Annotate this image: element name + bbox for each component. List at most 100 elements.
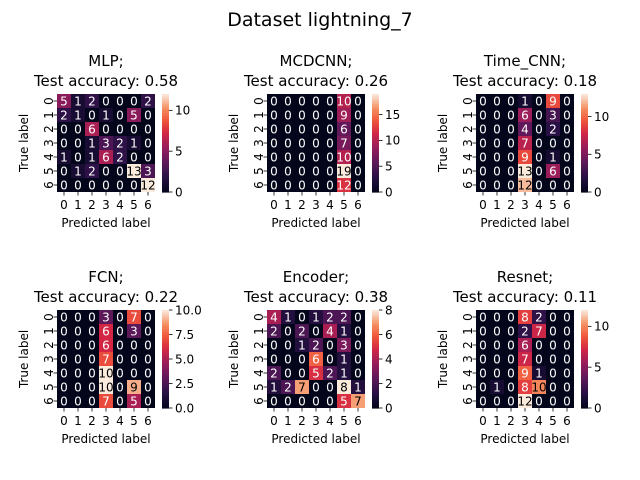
colorbar-segment [162, 344, 169, 348]
cell-label: 0 [479, 137, 487, 151]
heatmap-cell [490, 338, 504, 352]
cell-label: 1 [102, 109, 110, 123]
heatmap-cell [518, 178, 532, 192]
cell-label: 0 [563, 95, 571, 109]
cell-label: 0 [549, 137, 557, 151]
colorbar-segment [581, 346, 588, 350]
x-tick-label: 4 [116, 414, 124, 428]
cell-label: 7 [535, 325, 543, 339]
heatmap-cell [99, 366, 113, 380]
cell-label: 0 [284, 151, 292, 165]
colorbar-segment [581, 324, 588, 328]
cell-label: 2 [284, 381, 292, 395]
heatmap-cell [504, 150, 518, 164]
y-tick-label: 0 [252, 97, 266, 105]
cell-label: 0 [507, 123, 515, 137]
x-tick-label: 6 [563, 198, 571, 212]
heatmap-cell [560, 94, 574, 108]
heatmap-cell [532, 338, 546, 352]
colorbar-segment [372, 147, 379, 151]
heatmap-cell [518, 150, 532, 164]
heatmap-cell [127, 366, 141, 380]
heatmap-cell [85, 310, 99, 324]
x-tick-label: 5 [130, 414, 138, 428]
cell-label: 0 [144, 339, 152, 353]
heatmap-cell [281, 164, 295, 178]
heatmap-cell [113, 178, 127, 192]
cell-label: 0 [298, 151, 306, 165]
cell-label: 1 [340, 325, 348, 339]
cell-label: 1 [60, 151, 68, 165]
heatmap-cell [267, 324, 281, 338]
cell-label: 0 [535, 179, 543, 193]
cell-label: 0 [144, 137, 152, 151]
y-tick-label: 1 [42, 111, 56, 119]
heatmap-cell [546, 150, 560, 164]
cell-label: 0 [74, 151, 82, 165]
colorbar-segment [162, 388, 169, 392]
colorbar-segment [162, 324, 169, 328]
cell-label: 6 [312, 353, 320, 367]
cell-label: 1 [74, 95, 82, 109]
heatmap-cell [560, 108, 574, 122]
colorbar-tick-label: 5 [175, 144, 183, 158]
colorbar-segment [162, 322, 169, 326]
heatmap-cell [113, 324, 127, 338]
cell-label: 0 [74, 325, 82, 339]
heatmap-cell [71, 324, 85, 338]
cell-label: 1 [535, 367, 543, 381]
heatmap-cell [532, 394, 546, 408]
x-tick-label: 1 [493, 198, 501, 212]
heatmap-cell [546, 366, 560, 380]
colorbar-segment [581, 373, 588, 377]
heatmap-cell [560, 122, 574, 136]
colorbar-segment [162, 403, 169, 407]
cell-label: 8 [521, 311, 529, 325]
heatmap-cell [57, 310, 71, 324]
colorbar-segment [372, 381, 379, 385]
colorbar-segment [372, 106, 379, 110]
colorbar-segment [162, 155, 169, 159]
colorbar-segment [162, 339, 169, 343]
heatmap-cell [309, 310, 323, 324]
heatmap-cell [57, 352, 71, 366]
heatmap-cell [546, 324, 560, 338]
cell-label: 5 [312, 367, 320, 381]
cell-label: 0 [116, 95, 124, 109]
colorbar-segment [162, 327, 169, 331]
heatmap-cell [323, 136, 337, 150]
cell-label: 0 [144, 109, 152, 123]
heatmap-cell [351, 394, 365, 408]
heatmap-cell [295, 352, 309, 366]
y-tick-label: 3 [461, 355, 475, 363]
cell-label: 0 [354, 109, 362, 123]
cell-label: 1 [270, 381, 278, 395]
heatmap-cell [337, 380, 351, 394]
cell-label: 0 [60, 165, 68, 179]
y-tick-label: 4 [461, 369, 475, 377]
heatmap-cell [476, 324, 490, 338]
heatmap-cell [85, 394, 99, 408]
colorbar-segment [162, 378, 169, 382]
heatmap-cell [532, 380, 546, 394]
colorbar-segment [581, 361, 588, 365]
colorbar-segment [581, 351, 588, 355]
heatmap-cell [113, 136, 127, 150]
colorbar-segment [162, 165, 169, 169]
colorbar-segment [581, 363, 588, 367]
heatmap-cell [267, 310, 281, 324]
cell-label: 0 [144, 311, 152, 325]
heatmap-cell [113, 366, 127, 380]
x-tick-label: 0 [479, 198, 487, 212]
heatmap-cell [281, 150, 295, 164]
heatmap-cell [323, 164, 337, 178]
colorbar-segment [162, 405, 169, 409]
heatmap-cell [141, 122, 155, 136]
cell-label: 0 [549, 395, 557, 409]
x-tick-label: 0 [60, 414, 68, 428]
colorbar-segment [162, 162, 169, 166]
x-tick-label: 1 [284, 414, 292, 428]
x-tick-label: 2 [507, 198, 515, 212]
y-tick-label: 2 [252, 125, 266, 133]
colorbar-segment [162, 120, 169, 124]
